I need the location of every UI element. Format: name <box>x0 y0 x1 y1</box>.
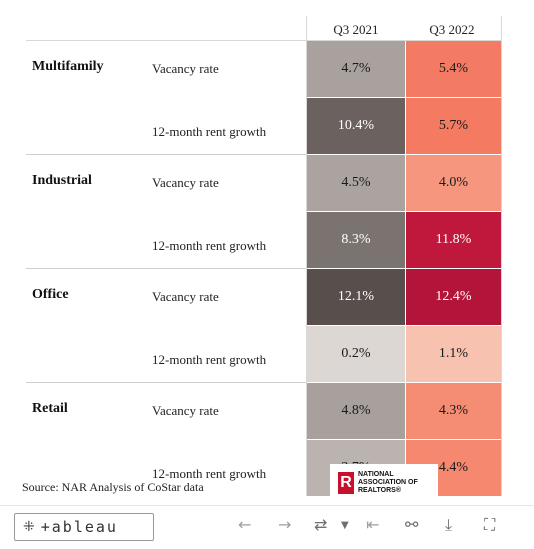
fullscreen-icon[interactable]: ⛶ <box>484 515 496 534</box>
category-label: Retail <box>32 401 68 416</box>
column-header-q3-2022: Q3 2022 <box>429 22 475 37</box>
table-row: Office Vacancy rate 12.1% 12.4% <box>26 269 502 326</box>
table-row: Retail Vacancy rate 4.8% 4.3% <box>26 383 502 440</box>
column-header-row: Q3 2021 Q3 2022 <box>26 16 502 41</box>
cell-q3-2021[interactable]: 4.7% <box>307 41 405 97</box>
column-header-q3-2021: Q3 2021 <box>333 22 379 37</box>
table-row: Multifamily Vacancy rate 4.7% 5.4% <box>26 41 502 98</box>
tableau-logo-icon: ⁜ <box>23 519 37 535</box>
nar-logo: R NATIONAL ASSOCIATION OF REALTORS® <box>330 464 438 502</box>
source-note: Source: NAR Analysis of CoStar data <box>22 480 208 495</box>
cell-q3-2021[interactable]: 12.1% <box>307 269 405 325</box>
cell-q3-2022[interactable]: 1.1% <box>406 326 501 382</box>
cell-q3-2021[interactable]: 10.4% <box>307 98 405 154</box>
cell-q3-2022[interactable]: 5.4% <box>406 41 501 97</box>
tableau-viz: Q3 2021 Q3 2022 Multifamily Vacancy rate 4… <box>22 16 502 502</box>
metric-label: 12-month rent growth <box>152 238 267 253</box>
cell-q3-2022[interactable]: 5.7% <box>406 98 501 154</box>
table-row: 12-month rent growth 10.4% 5.7% <box>26 98 502 155</box>
realtor-r-icon: R <box>338 472 354 494</box>
nar-logo-text: NATIONAL ASSOCIATION OF REALTORS® <box>358 471 418 494</box>
group-divider <box>26 268 306 269</box>
metric-label: Vacancy rate <box>152 403 219 418</box>
grid-divider <box>501 16 502 496</box>
share-icon[interactable]: ⚯ <box>405 515 419 534</box>
table-row: 12-month rent growth 0.2% 1.1% <box>26 326 502 383</box>
table-row: Industrial Vacancy rate 4.5% 4.0% <box>26 155 502 212</box>
grid-divider <box>306 16 307 496</box>
metric-label: Vacancy rate <box>152 61 219 76</box>
metric-label: 12-month rent growth <box>152 466 267 481</box>
category-label: Office <box>32 287 69 302</box>
tableau-toolbar: ⁜ +ableau ← → ⇄ ▼ ⇤ ⚯ ⤓ ⛶ <box>0 505 534 549</box>
cell-q3-2021[interactable]: 4.8% <box>307 383 405 439</box>
forward-arrow-icon[interactable]: → <box>278 515 292 534</box>
cell-q3-2021[interactable]: 8.3% <box>307 212 405 268</box>
download-icon[interactable]: ⤓ <box>445 515 453 534</box>
category-label: Industrial <box>32 173 92 188</box>
metric-label: 12-month rent growth <box>152 352 267 367</box>
first-page-icon[interactable]: ⇤ <box>366 515 380 534</box>
tableau-brand-label: +ableau <box>40 518 118 536</box>
metric-label: Vacancy rate <box>152 289 219 304</box>
cell-q3-2022[interactable]: 4.3% <box>406 383 501 439</box>
cell-q3-2021[interactable]: 4.5% <box>307 155 405 211</box>
metric-label: 12-month rent growth <box>152 124 267 139</box>
revert-icon[interactable]: ⇄ <box>314 515 328 534</box>
group-divider <box>26 382 306 383</box>
group-divider <box>26 154 306 155</box>
tableau-brand-button[interactable]: ⁜ +ableau <box>14 513 154 541</box>
category-label: Multifamily <box>32 59 104 74</box>
cell-q3-2022[interactable]: 11.8% <box>406 212 501 268</box>
back-arrow-icon[interactable]: ← <box>238 515 252 534</box>
dropdown-caret-icon[interactable]: ▼ <box>341 520 349 531</box>
cell-q3-2022[interactable]: 12.4% <box>406 269 501 325</box>
table-row: 12-month rent growth 8.3% 11.8% <box>26 212 502 269</box>
cell-q3-2021[interactable]: 0.2% <box>307 326 405 382</box>
cell-q3-2022[interactable]: 4.0% <box>406 155 501 211</box>
metric-label: Vacancy rate <box>152 175 219 190</box>
